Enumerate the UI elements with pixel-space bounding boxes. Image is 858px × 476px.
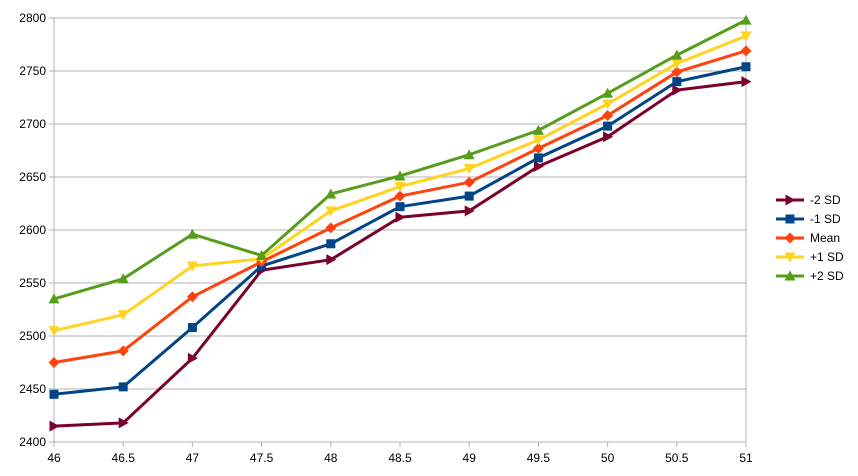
- legend-label: -2 SD: [810, 193, 841, 207]
- series-line: [53, 18, 747, 301]
- data-point: [49, 389, 59, 399]
- data-point: [740, 45, 752, 57]
- data-point: [186, 291, 198, 303]
- series-3: [48, 31, 752, 337]
- x-tick-label: 46.5: [112, 451, 136, 465]
- data-point: [394, 182, 406, 193]
- data-point: [326, 239, 336, 249]
- data-point: [533, 160, 544, 172]
- x-tick-label: 47.5: [250, 451, 274, 465]
- legend-label: +1 SD: [810, 250, 844, 264]
- legend-item: +1 SD: [776, 250, 844, 264]
- data-point: [740, 31, 752, 42]
- data-point: [463, 149, 475, 160]
- data-point: [533, 153, 543, 163]
- data-point: [118, 417, 129, 429]
- data-point: [602, 87, 614, 98]
- data-point: [602, 110, 614, 122]
- data-point: [603, 121, 613, 131]
- data-point: [464, 205, 475, 217]
- data-point: [672, 77, 682, 87]
- series-line: [53, 65, 747, 396]
- y-tick-label: 2650: [19, 170, 46, 184]
- legend-label: -1 SD: [810, 212, 841, 226]
- data-point: [186, 261, 198, 272]
- legend-item: -2 SD: [776, 193, 841, 207]
- legend-item: -1 SD: [776, 212, 841, 226]
- series-4: [48, 14, 752, 304]
- data-point: [48, 357, 60, 368]
- legend: -2 SD -1 SD Mean +1 SD +2 SD: [776, 193, 844, 283]
- data-point: [117, 310, 129, 321]
- x-axis-ticks: 46 46.5 47 47.5 48 48.5 49 49.5 50 50.5 51: [47, 442, 753, 465]
- data-point: [671, 49, 683, 60]
- data-point: [394, 170, 406, 181]
- data-point: [671, 66, 683, 78]
- legend-marker: [784, 252, 796, 263]
- x-tick-label: 49.5: [527, 451, 551, 465]
- data-point: [326, 254, 337, 266]
- y-tick-label: 2500: [19, 329, 46, 343]
- data-point: [602, 99, 614, 110]
- data-point: [187, 352, 198, 364]
- data-point: [671, 59, 683, 70]
- y-tick-label: 2550: [19, 276, 46, 290]
- data-point: [395, 202, 405, 212]
- data-point: [395, 211, 406, 223]
- legend-label: Mean: [810, 231, 840, 245]
- data-point: [463, 164, 475, 175]
- data-point: [740, 14, 752, 25]
- data-point: [394, 190, 406, 202]
- legend-item: Mean: [776, 231, 840, 245]
- y-tick-label: 2750: [19, 64, 46, 78]
- data-point: [325, 222, 337, 234]
- data-point: [186, 228, 198, 239]
- data-point: [741, 76, 752, 88]
- legend-item: +2 SD: [776, 269, 844, 283]
- x-tick-label: 47: [186, 451, 200, 465]
- y-tick-label: 2600: [19, 223, 46, 237]
- x-tick-label: 48: [324, 451, 338, 465]
- data-point: [117, 345, 129, 357]
- legend-marker: [785, 194, 796, 206]
- data-point: [48, 326, 60, 337]
- data-point: [49, 420, 60, 432]
- data-point: [532, 142, 544, 154]
- y-tick-label: 2700: [19, 117, 46, 131]
- y-tick-label: 2450: [19, 382, 46, 396]
- x-tick-label: 48.5: [388, 451, 412, 465]
- series-line: [53, 80, 747, 428]
- x-tick-label: 50: [601, 451, 615, 465]
- data-point: [187, 323, 197, 333]
- data-point: [603, 131, 614, 143]
- data-point: [532, 135, 544, 146]
- data-point: [325, 188, 337, 199]
- data-point: [325, 206, 337, 217]
- series-0: [49, 76, 752, 432]
- data-point: [532, 124, 544, 135]
- data-point: [118, 382, 128, 392]
- series-2: [48, 45, 752, 368]
- y-tick-label: 2400: [19, 435, 46, 449]
- y-tick-label: 2800: [19, 11, 46, 25]
- legend-label: +2 SD: [810, 269, 844, 283]
- data-point: [672, 84, 683, 96]
- data-point: [117, 273, 129, 284]
- data-point: [464, 191, 474, 201]
- legend-marker: [784, 270, 796, 281]
- x-tick-label: 49: [463, 451, 477, 465]
- data-point: [741, 62, 751, 72]
- data-point: [256, 249, 268, 260]
- grid-lines: [54, 17, 746, 443]
- series-group: [48, 14, 752, 432]
- legend-marker: [785, 214, 795, 224]
- x-tick-label: 46: [47, 451, 61, 465]
- legend-marker: [784, 232, 796, 244]
- x-tick-label: 50.5: [665, 451, 689, 465]
- data-point: [48, 293, 60, 304]
- y-axis-ticks: 2400 2450 2500 2550 2600 2650 2700 2750 2800: [19, 11, 54, 449]
- x-tick-label: 51: [739, 451, 753, 465]
- data-point: [463, 176, 475, 188]
